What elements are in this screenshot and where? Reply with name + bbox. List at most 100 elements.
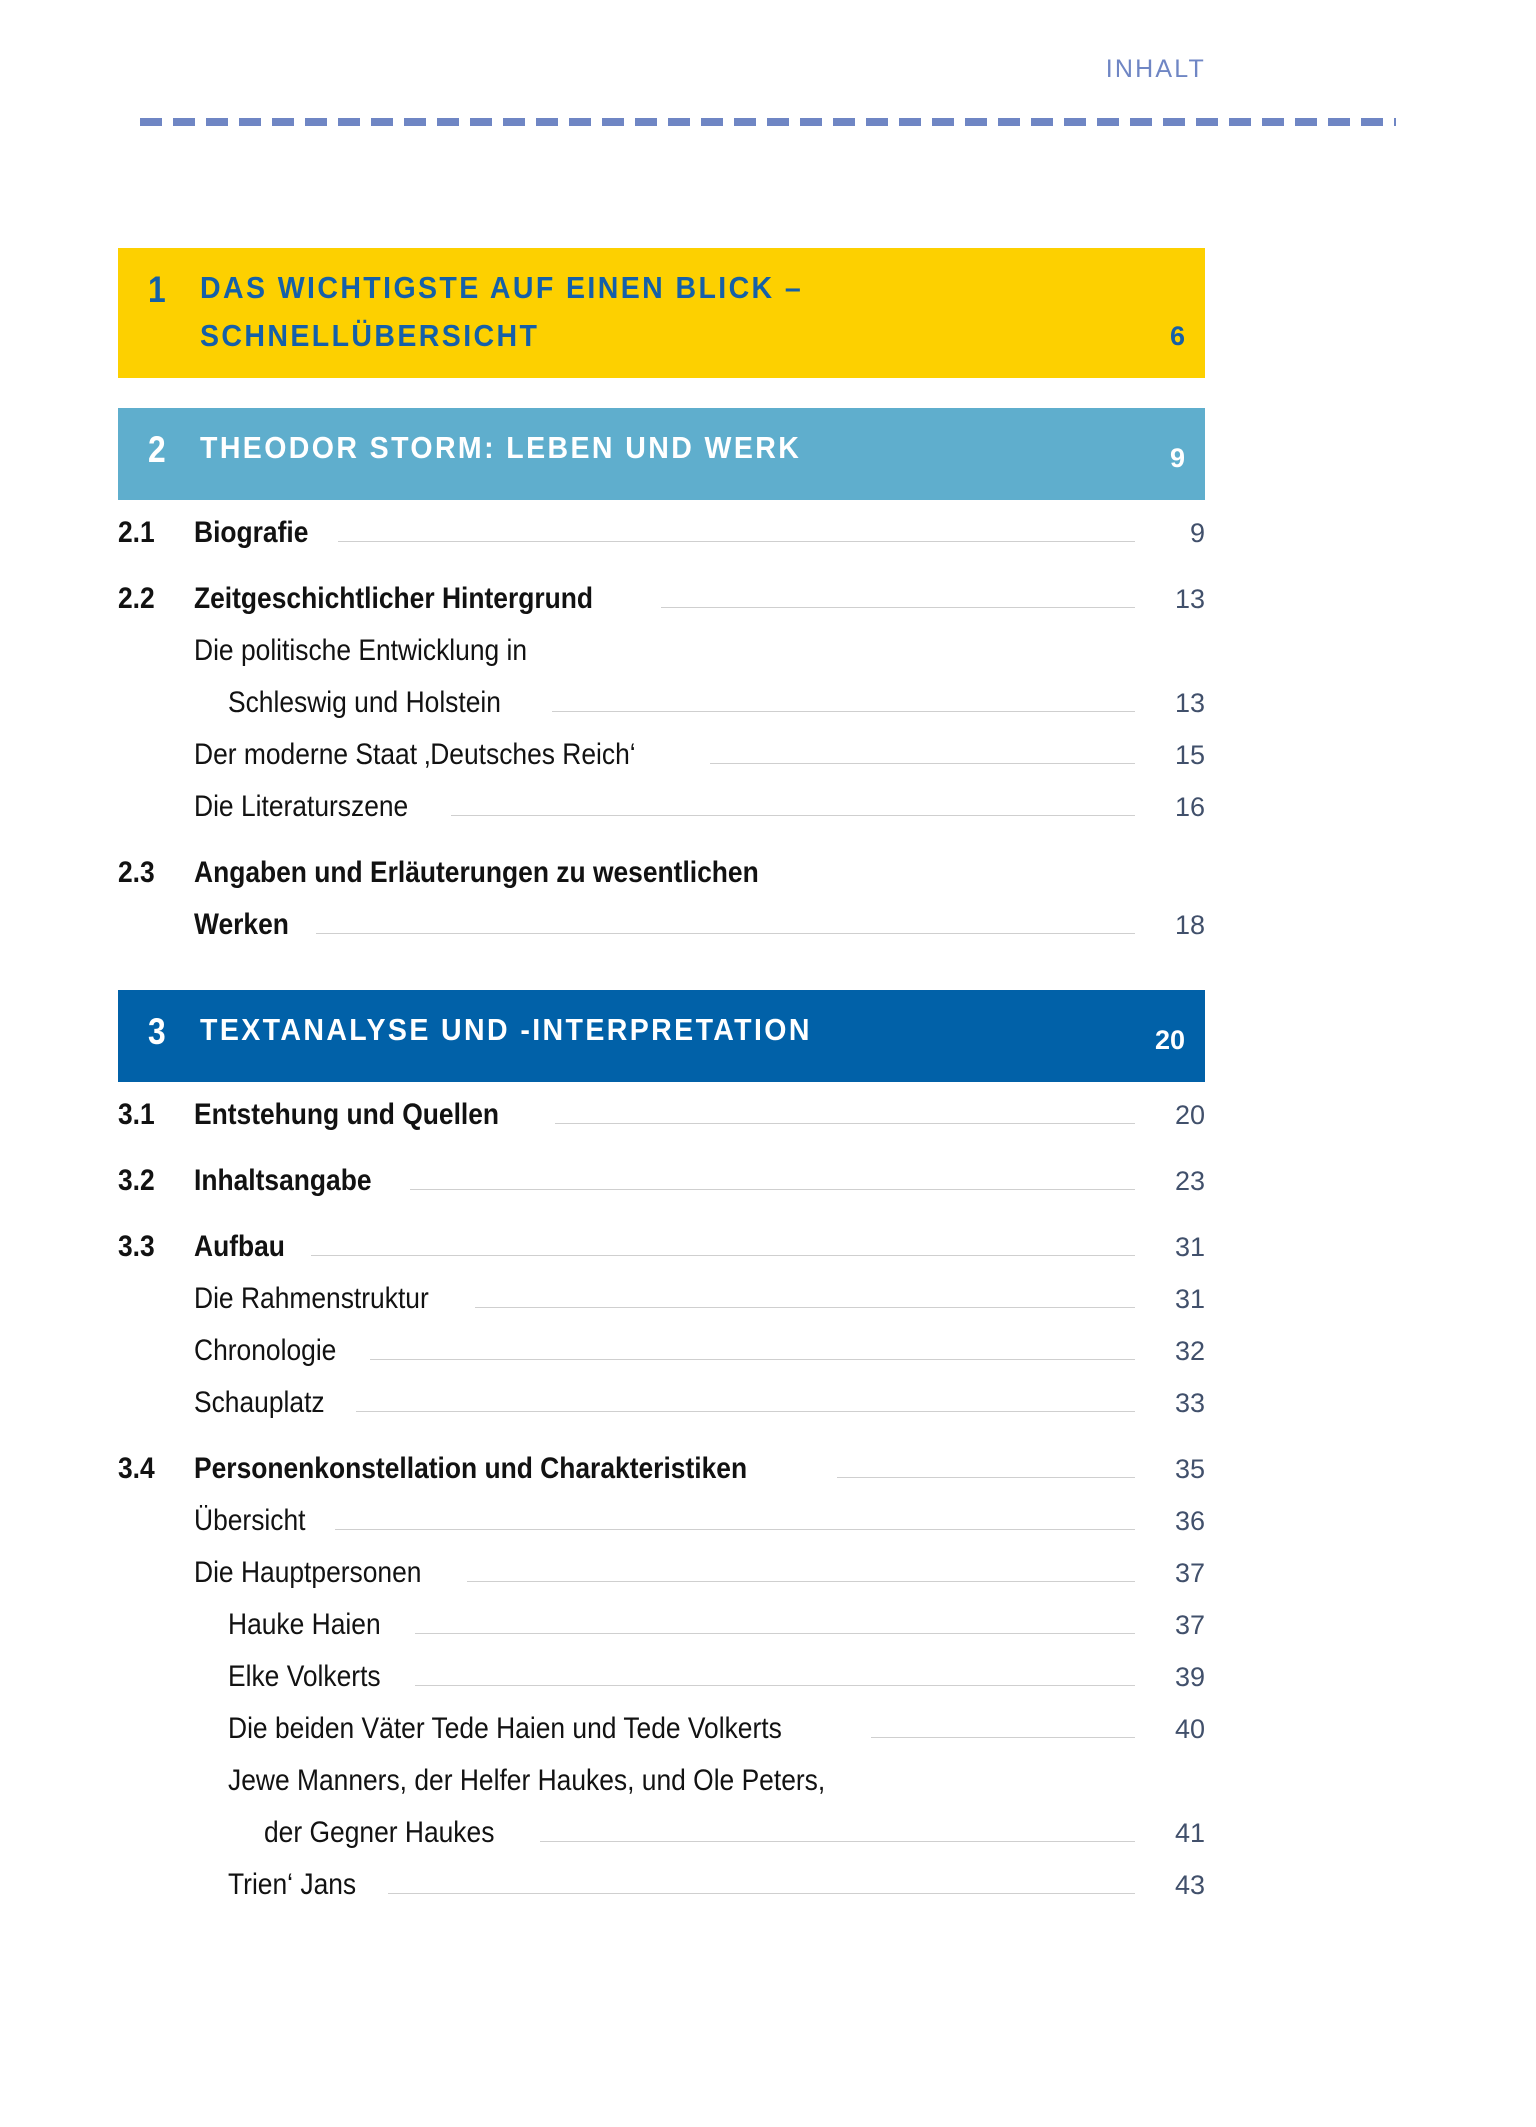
toc-entry-number: 3.2 (118, 1164, 155, 1197)
toc-entry[interactable]: Elke Volkerts 39 (118, 1660, 1205, 1712)
chapter-bar-3[interactable]: 3 TEXTANALYSE UND -INTERPRETATION 20 (118, 990, 1205, 1082)
chapter-bar-2[interactable]: 2 THEODOR STORM: LEBEN UND WERK 9 (118, 408, 1205, 500)
toc-entry-title: Zeitgeschichtlicher Hintergrund (194, 582, 593, 615)
toc-leader-line (369, 1359, 1135, 1360)
toc-leader-line (554, 1123, 1135, 1124)
chapter-title-line: DAS WICHTIGSTE AUF EINEN BLICK – (200, 270, 804, 305)
toc-entry-title: Angaben und Erläuterungen zu wesentliche… (194, 856, 759, 889)
toc-entry-title: Aufbau (194, 1230, 285, 1263)
toc-entry-page-number: 37 (1174, 1558, 1205, 1588)
toc-entry[interactable]: Schauplatz 33 (118, 1386, 1205, 1438)
toc-entry-page-number: 13 (1174, 688, 1205, 718)
toc-entry[interactable]: Übersicht 36 (118, 1504, 1205, 1556)
toc-leader-line (466, 1581, 1135, 1582)
toc-leader-line (539, 1841, 1135, 1842)
toc-entry-page-number: 16 (1174, 792, 1205, 822)
toc-leader-line (871, 1737, 1135, 1738)
chapter-title-line: TEXTANALYSE UND -INTERPRETATION (200, 1012, 812, 1047)
toc-entry[interactable]: 2.2 Zeitgeschichtlicher Hintergrund 13 (118, 582, 1205, 634)
toc-entry-page-number: 23 (1174, 1166, 1205, 1196)
entry-spacer (118, 1438, 1205, 1452)
toc-entry-title: Personenkonstellation und Charakteristik… (194, 1452, 748, 1485)
toc-entry-title: Biografie (194, 516, 309, 549)
toc-entry[interactable]: Werken 18 (118, 908, 1205, 960)
chapter-entries: 3.1 Entstehung und Quellen 20 3.2 Inhaltsang… (118, 1082, 1205, 1920)
toc-entry[interactable]: Hauke Haien 37 (118, 1608, 1205, 1660)
section-spacer (118, 960, 1205, 990)
toc-entry-title: Trien‘ Jans (228, 1868, 357, 1901)
entry-spacer (118, 1150, 1205, 1164)
toc-entry-title: Chronologie (194, 1334, 337, 1367)
toc-entry[interactable]: Die politische Entwicklung in (118, 634, 1205, 686)
toc-leader-line (587, 659, 1135, 660)
toc-entry-page-number: 15 (1174, 740, 1205, 770)
chapter-title: THEODOR STORM: LEBEN UND WERK (200, 424, 987, 472)
chapter-page-number: 20 (1154, 1025, 1185, 1055)
chapter-bar-1[interactable]: 1 DAS WICHTIGSTE AUF EINEN BLICK – SCHNELL… (118, 248, 1205, 378)
toc-entry[interactable]: Die Literaturszene 16 (118, 790, 1205, 842)
section-spacer (118, 1920, 1205, 1950)
toc-entry[interactable]: Die beiden Väter Tede Haien und Tede Vol… (118, 1712, 1205, 1764)
chapter-title: TEXTANALYSE UND -INTERPRETATION (200, 1006, 987, 1054)
toc-entry-number: 2.1 (118, 516, 155, 549)
toc-entry[interactable]: Schleswig und Holstein 13 (118, 686, 1205, 738)
toc-entry-title: Werken (194, 908, 289, 941)
toc-leader-line (409, 1189, 1135, 1190)
toc-entry[interactable]: 2.1 Biografie 9 (118, 516, 1205, 568)
toc-entry[interactable]: Chronologie 32 (118, 1334, 1205, 1386)
toc-leader-line (451, 815, 1135, 816)
chapter-page-number: 9 (1169, 443, 1185, 473)
toc-entry-page-number: 39 (1174, 1662, 1205, 1692)
toc-entry-title: Schleswig und Holstein (228, 686, 501, 719)
toc-entry-title: Die beiden Väter Tede Haien und Tede Vol… (228, 1712, 782, 1745)
toc-entry[interactable]: 3.4 Personenkonstellation und Charakteris… (118, 1452, 1205, 1504)
toc-entry-title: Die Literaturszene (194, 790, 409, 823)
chapter-bar-inner: 3 TEXTANALYSE UND -INTERPRETATION 20 (118, 1006, 1205, 1064)
toc-entry[interactable]: 3.2 Inhaltsangabe 23 (118, 1164, 1205, 1216)
toc-entry-title: Die politische Entwicklung in (194, 634, 528, 667)
toc-entry-number: 2.2 (118, 582, 155, 615)
toc-entry-title: Übersicht (194, 1504, 306, 1537)
toc-entry-page-number: 31 (1174, 1284, 1205, 1314)
chapter-number: 1 (148, 269, 166, 310)
toc-entry-number: 3.4 (118, 1452, 155, 1485)
toc-entry-title: Entstehung und Quellen (194, 1098, 500, 1131)
toc-entry-page-number: 36 (1174, 1506, 1205, 1536)
toc-entry[interactable]: Jewe Manners, der Helfer Haukes, und Ole… (118, 1764, 1205, 1816)
toc-leader-line (356, 1411, 1135, 1412)
toc-entry[interactable]: Die Hauptpersonen 37 (118, 1556, 1205, 1608)
toc-entry[interactable]: Der moderne Staat ‚Deutsches Reich‘ 15 (118, 738, 1205, 790)
toc-leader-line (387, 1893, 1135, 1894)
toc-entry-title: Jewe Manners, der Helfer Haukes, und Ole… (228, 1764, 826, 1797)
chapter-title-line: SCHNELLÜBERSICHT (200, 318, 540, 353)
entry-spacer (118, 1216, 1205, 1230)
toc-entry[interactable]: 2.3 Angaben und Erläuterungen zu wesentli… (118, 856, 1205, 908)
toc-entry-title: Der moderne Staat ‚Deutsches Reich‘ (194, 738, 636, 771)
toc-leader-line (334, 1529, 1135, 1530)
toc-entry-title: Hauke Haien (228, 1608, 381, 1641)
chapter-bar-inner: 2 THEODOR STORM: LEBEN UND WERK 9 (118, 424, 1205, 482)
toc-leader-line (315, 933, 1135, 934)
toc-entry-page-number: 41 (1174, 1818, 1205, 1848)
toc-leader-line (474, 1307, 1135, 1308)
toc-entry-page-number: 9 (1189, 518, 1205, 548)
toc-entry-page-number: 33 (1174, 1388, 1205, 1418)
toc-entry[interactable]: Die Rahmenstruktur 31 (118, 1282, 1205, 1334)
toc-entry-number: 3.3 (118, 1230, 155, 1263)
toc-entry-page-number: 32 (1174, 1336, 1205, 1366)
toc-entry-number: 2.3 (118, 856, 155, 889)
toc-entry-page-number: 18 (1174, 910, 1205, 940)
toc-entry-page-number: 43 (1174, 1870, 1205, 1900)
toc-entry[interactable]: 3.1 Entstehung und Quellen 20 (118, 1098, 1205, 1150)
entry-spacer (118, 842, 1205, 856)
chapter-number: 2 (148, 429, 166, 470)
toc-leader-line (661, 607, 1135, 608)
toc-entry[interactable]: 3.3 Aufbau 31 (118, 1230, 1205, 1282)
toc-entry[interactable]: der Gegner Haukes 41 (118, 1816, 1205, 1868)
toc-entry[interactable]: Trien‘ Jans 43 (118, 1868, 1205, 1920)
toc-leader-line (338, 541, 1135, 542)
toc-entry-title: der Gegner Haukes (264, 1816, 495, 1849)
chapter-bar-inner: 1 DAS WICHTIGSTE AUF EINEN BLICK – SCHNELL… (118, 264, 1205, 360)
toc-entry-page-number: 20 (1174, 1100, 1205, 1130)
toc-leader-line (850, 881, 1135, 882)
